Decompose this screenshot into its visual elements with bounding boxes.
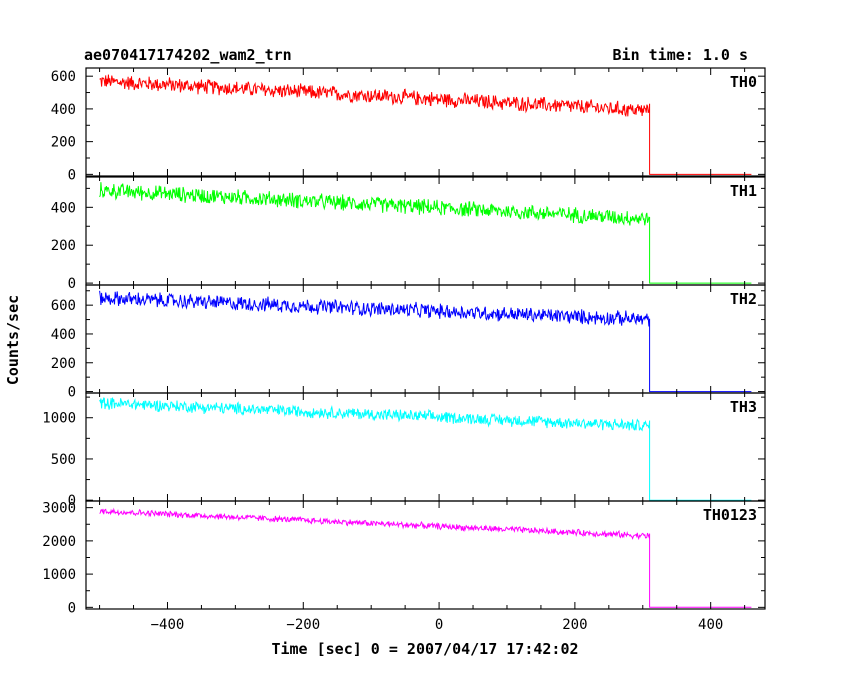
x-tick-label: 0 [435,617,443,633]
y-tick-label: 0 [68,276,76,292]
series-label-th1: TH1 [730,182,757,200]
y-tick-label: 400 [51,327,76,343]
series-line-th3 [99,397,752,501]
y-tick-label: 0 [68,167,76,183]
y-tick-label: 600 [51,69,76,85]
series-line-th0 [99,74,752,175]
y-tick-label: 0 [68,600,76,616]
plot-title: ae070417174202_wam2_trn [84,46,292,64]
y-tick-label: 1000 [42,411,76,427]
panel-th0: 0 200 400 600 TH0 [51,67,766,183]
x-axis-label: Time [sec] 0 = 2007/04/17 17:42:02 [271,640,578,658]
panel-frame [85,67,766,177]
y-tick-label: 3000 [42,501,76,517]
y-tick-label: 500 [51,452,76,468]
x-tick-label: 400 [698,617,723,633]
y-tick-label: 0 [68,493,76,509]
y-tick-label: 400 [51,102,76,118]
y-tick-label: 200 [51,135,76,151]
panel-th2: 0 200 400 600 TH2 [51,284,766,401]
series-label-th0: TH0 [730,73,757,91]
y-tick-label: 2000 [42,534,76,550]
x-tick-label: −200 [286,617,320,633]
y-tick-label: 200 [51,356,76,372]
series-line-th0123 [99,507,752,608]
series-line-th1 [99,182,752,284]
x-tick-label: −400 [151,617,185,633]
y-tick-label: 400 [51,200,76,216]
panel-th3: 0 500 1000 TH3 [42,392,766,509]
y-tick-label: 1000 [42,567,76,583]
panel-th0123: 0 1000 2000 3000 TH0123 [42,500,766,616]
series-label-th3: TH3 [730,398,757,416]
y-tick-label: 600 [51,298,76,314]
panel-th1: 0 200 400 TH1 [51,176,766,292]
bin-time-label: Bin time: 1.0 s [613,46,748,64]
panels-group: 0 200 400 600 TH0 0 200 400 TH1 0 200 400 600 TH2 0 500… [42,67,766,633]
y-tick-label: 0 [68,385,76,401]
panel-frame [85,500,766,610]
y-axis-label: Counts/sec [4,295,22,385]
x-tick-label: 200 [562,617,587,633]
series-line-th2 [99,290,752,393]
y-tick-label: 200 [51,238,76,254]
series-label-th2: TH2 [730,290,757,308]
series-label-th0123: TH0123 [703,506,757,524]
